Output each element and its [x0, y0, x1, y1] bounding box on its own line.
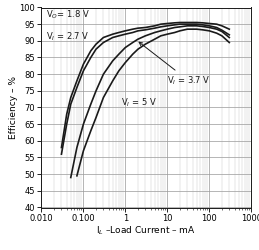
- X-axis label: I$_L$ –Load Current – mA: I$_L$ –Load Current – mA: [97, 224, 196, 237]
- Text: V$_I$ = 5 V: V$_I$ = 5 V: [121, 97, 157, 109]
- Text: V$_I$ = 3.7 V: V$_I$ = 3.7 V: [139, 42, 211, 87]
- Text: V$_O$= 1.8 V: V$_O$= 1.8 V: [46, 8, 90, 21]
- Text: V$_I$ = 2.7 V: V$_I$ = 2.7 V: [46, 30, 89, 43]
- Y-axis label: Efficiency – %: Efficiency – %: [9, 76, 18, 139]
